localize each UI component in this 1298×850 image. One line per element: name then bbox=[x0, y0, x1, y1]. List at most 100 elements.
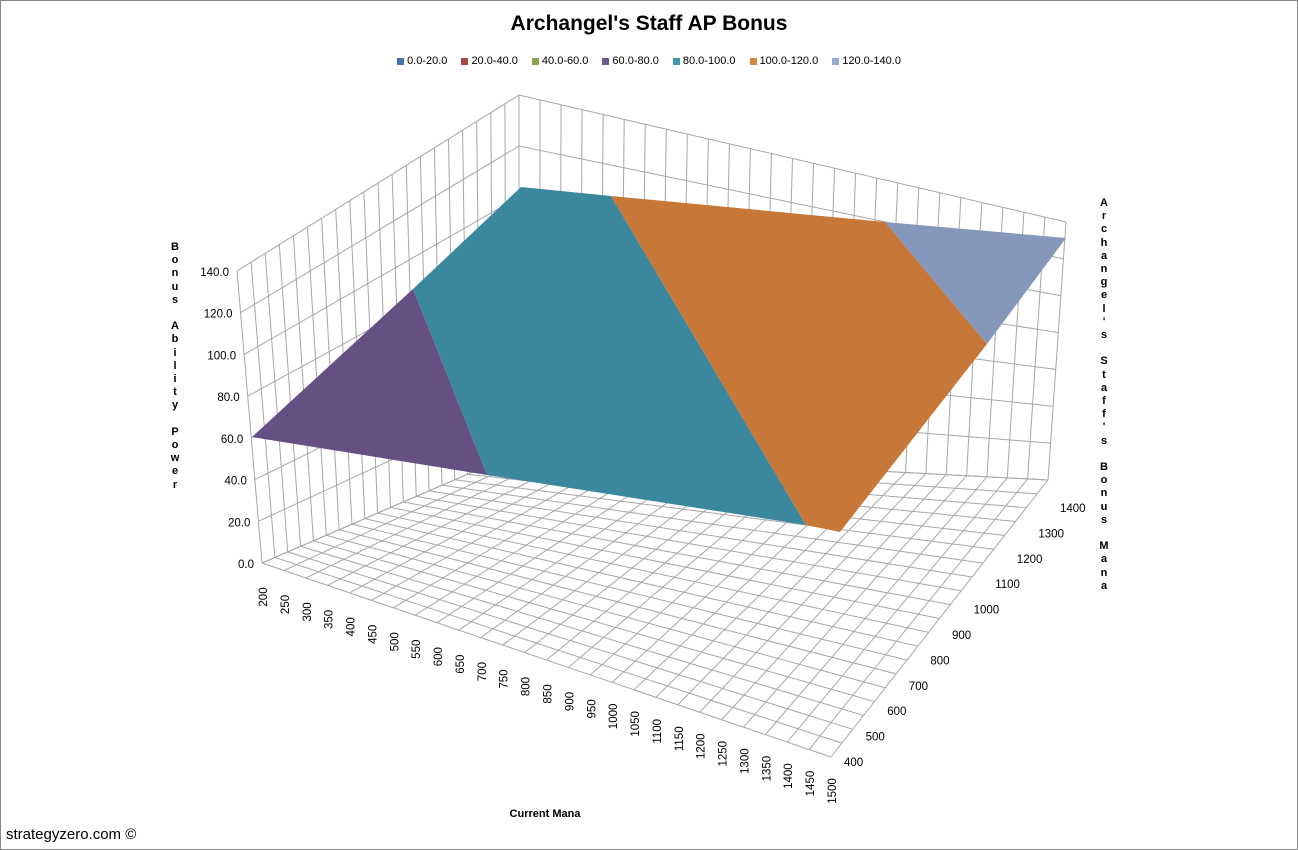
surface-band-120-140 bbox=[885, 222, 1066, 344]
tick-label: 1150 bbox=[674, 726, 686, 751]
tick-label: 500 bbox=[389, 632, 401, 651]
tick-label: 600 bbox=[433, 647, 445, 666]
legend-label: 60.0-80.0 bbox=[612, 55, 659, 67]
grid-line bbox=[274, 556, 843, 744]
tick-label: 750 bbox=[499, 669, 511, 688]
grid-line bbox=[313, 540, 875, 703]
legend-label: 120.0-140.0 bbox=[842, 55, 901, 67]
grid-line bbox=[292, 235, 314, 541]
surface-bands bbox=[252, 187, 1066, 532]
tick-label: 1200 bbox=[1017, 554, 1043, 566]
tick-label: 1400 bbox=[783, 763, 795, 789]
tick-label: 120.0 bbox=[204, 309, 233, 321]
tick-label: 400 bbox=[346, 617, 358, 636]
grid-line bbox=[326, 534, 886, 689]
tick-label: 650 bbox=[455, 655, 467, 674]
tick-label: 350 bbox=[324, 610, 336, 629]
tick-label: 550 bbox=[411, 640, 423, 659]
legend-label: 20.0-40.0 bbox=[471, 55, 518, 67]
grid-line bbox=[240, 145, 520, 314]
tick-label: 1000 bbox=[608, 704, 620, 730]
tick-label: 850 bbox=[543, 684, 555, 703]
chart-title: Archangel's Staff AP Bonus bbox=[510, 12, 788, 35]
legend-label: 40.0-60.0 bbox=[541, 55, 589, 67]
tick-label: 140.0 bbox=[200, 267, 229, 279]
tick-label: 1250 bbox=[718, 741, 730, 767]
axis-ticks: 0.0 20.0 40.0 60.0 80.0 100.0 120.0 140.0 200 250… bbox=[200, 267, 1085, 804]
grid-line bbox=[300, 545, 864, 716]
tick-label: 1300 bbox=[739, 748, 751, 774]
grid-line bbox=[250, 262, 276, 558]
tick-label: 450 bbox=[367, 625, 379, 644]
grid-line bbox=[261, 562, 832, 758]
grid-line bbox=[377, 512, 929, 633]
tick-label: 1450 bbox=[805, 771, 817, 797]
tick-label: 950 bbox=[586, 699, 598, 718]
surface-band-60-80 bbox=[252, 289, 487, 475]
grid-line bbox=[416, 495, 962, 592]
surface-band-80-100 bbox=[413, 187, 806, 525]
tick-label: 20.0 bbox=[228, 517, 250, 529]
legend-item: 100.0-120.0 bbox=[749, 55, 819, 67]
grid-line bbox=[236, 270, 263, 564]
grid-line bbox=[351, 523, 908, 661]
legend-label: 100.0-120.0 bbox=[759, 55, 819, 67]
grid-line bbox=[403, 501, 951, 606]
tick-label: 800 bbox=[521, 677, 533, 696]
grid-line bbox=[364, 518, 918, 647]
tick-label: 700 bbox=[477, 662, 489, 681]
tick-label: 1350 bbox=[761, 756, 773, 782]
tick-label: 1000 bbox=[974, 605, 1000, 617]
tick-label: 400 bbox=[844, 757, 863, 769]
tick-label: 1050 bbox=[630, 711, 642, 737]
tick-label: 700 bbox=[909, 681, 928, 693]
grid-line bbox=[338, 529, 897, 675]
grid-line bbox=[1047, 221, 1067, 481]
credit-text: strategyzero.com © bbox=[6, 826, 137, 843]
legend-swatch bbox=[602, 57, 610, 65]
tick-label: 250 bbox=[280, 595, 292, 614]
x-axis-title: Current Mana bbox=[509, 808, 581, 820]
z-axis-title: B o n u s A b i l i t y P o w e r bbox=[170, 241, 180, 491]
tick-label: 40.0 bbox=[224, 476, 246, 488]
legend-swatch bbox=[531, 57, 539, 65]
grid-line bbox=[428, 490, 973, 578]
tick-label: 1100 bbox=[652, 719, 664, 744]
legend-item: 120.0-140.0 bbox=[832, 55, 901, 67]
grid-line bbox=[390, 507, 940, 619]
grid-line bbox=[441, 484, 983, 564]
legend-item: 20.0-40.0 bbox=[461, 55, 518, 67]
legend-swatch bbox=[672, 57, 680, 65]
tick-label: 1400 bbox=[1060, 503, 1086, 515]
tick-label: 900 bbox=[564, 692, 576, 711]
grid-line bbox=[264, 253, 289, 552]
tick-label: 1100 bbox=[995, 579, 1020, 591]
tick-label: 1200 bbox=[696, 733, 708, 759]
grid-line bbox=[287, 551, 853, 730]
legend-swatch bbox=[397, 57, 405, 65]
legend-item: 40.0-60.0 bbox=[531, 55, 589, 67]
grid-line bbox=[236, 94, 520, 272]
tick-label: 80.0 bbox=[217, 392, 239, 404]
legend-item: 80.0-100.0 bbox=[672, 55, 736, 67]
y-axis-title: A r c h a n g e l ' s S t a f f ' s B o … bbox=[1099, 197, 1109, 592]
legend-label: 0.0-20.0 bbox=[407, 55, 448, 67]
tick-label: 300 bbox=[302, 602, 314, 621]
tick-label: 60.0 bbox=[221, 434, 243, 446]
grid-line bbox=[243, 196, 520, 355]
tick-label: 500 bbox=[866, 732, 885, 744]
legend-swatch bbox=[749, 57, 757, 65]
legend-item: 60.0-80.0 bbox=[602, 55, 659, 67]
legend-swatch bbox=[461, 57, 469, 65]
surface-band-100-120 bbox=[611, 196, 987, 532]
legend-swatch bbox=[832, 57, 840, 65]
tick-label: 600 bbox=[887, 706, 906, 718]
tick-label: 100.0 bbox=[207, 350, 236, 362]
tick-label: 900 bbox=[952, 630, 971, 642]
grid-line bbox=[278, 244, 302, 547]
chart-legend: 0.0-20.0 20.0-40.0 40.0-60.0 60.0-80.0 80.0-… bbox=[0, 55, 1298, 67]
tick-label: 800 bbox=[930, 655, 949, 667]
tick-label: 1300 bbox=[1038, 528, 1064, 540]
grid-line bbox=[518, 94, 1067, 223]
